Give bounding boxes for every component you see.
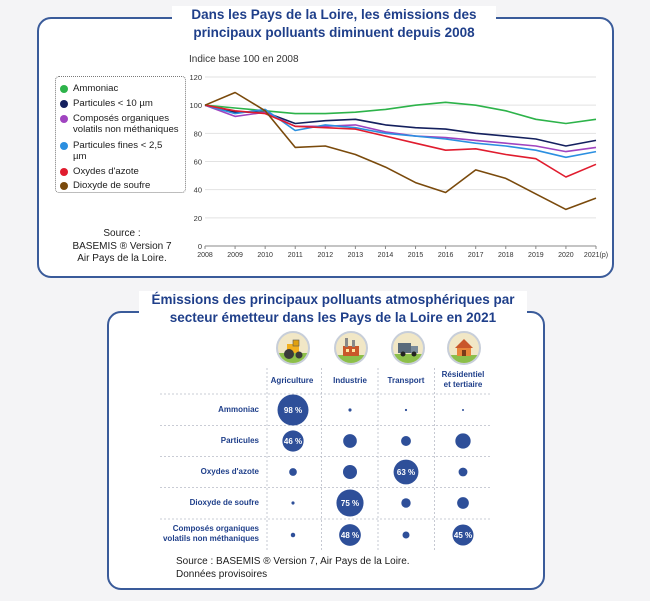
tractor-icon bbox=[276, 331, 310, 365]
legend-swatch bbox=[60, 85, 68, 93]
row-header-oxydes: Oxydes d'azote bbox=[200, 467, 259, 476]
column-header-industrie: Industrie bbox=[333, 376, 367, 385]
legend-swatch bbox=[60, 100, 68, 108]
legend-swatch bbox=[60, 182, 68, 190]
factory-icon bbox=[334, 331, 368, 365]
line-chart-title: Dans les Pays de la Loire, les émissions… bbox=[172, 6, 496, 42]
legend-swatch bbox=[60, 142, 68, 150]
legend-label: Ammoniac bbox=[73, 83, 119, 94]
legend-item: Dioxyde de soufre bbox=[60, 180, 150, 191]
line-chart-legend: Ammoniac Particules < 10 µm Composés org… bbox=[55, 76, 186, 193]
legend-item: Composés organiques volatils non méthani… bbox=[60, 113, 184, 135]
bubble-chart-title: Émissions des principaux polluants atmos… bbox=[139, 291, 527, 327]
legend-swatch bbox=[60, 115, 68, 123]
row-header-ammoniac: Ammoniac bbox=[218, 405, 259, 414]
row-header-particules: Particules bbox=[220, 436, 259, 445]
legend-label: Particules fines < 2,5 µm bbox=[73, 140, 163, 162]
row-header-cov: Composés organiques volatils non méthani… bbox=[162, 524, 259, 543]
legend-item: Ammoniac bbox=[60, 83, 118, 94]
truck-icon bbox=[391, 331, 425, 365]
legend-label: Oxydes d'azote bbox=[73, 166, 139, 177]
column-header-transport: Transport bbox=[387, 376, 425, 385]
legend-item: Oxydes d'azote bbox=[60, 166, 139, 177]
legend-item: Particules < 10 µm bbox=[60, 98, 153, 109]
legend-label: Composés organiques volatils non méthani… bbox=[73, 113, 179, 135]
line-chart-source: Source : BASEMIS ® Version 7 Air Pays de… bbox=[72, 228, 172, 264]
legend-swatch bbox=[60, 168, 68, 176]
legend-label: Dioxyde de soufre bbox=[73, 180, 151, 191]
legend-label: Particules < 10 µm bbox=[73, 98, 153, 109]
bubble-chart-source: Source : BASEMIS ® Version 7, Air Pays d… bbox=[176, 556, 410, 580]
column-header-residentiel: Résidentiel et tertiaire bbox=[441, 370, 485, 389]
row-header-dioxyde: Dioxyde de soufre bbox=[189, 498, 259, 507]
legend-item: Particules fines < 2,5 µm bbox=[60, 140, 170, 162]
house-icon bbox=[447, 331, 481, 365]
column-header-agriculture: Agriculture bbox=[270, 376, 314, 385]
y-axis-label: Indice base 100 en 2008 bbox=[189, 54, 299, 65]
